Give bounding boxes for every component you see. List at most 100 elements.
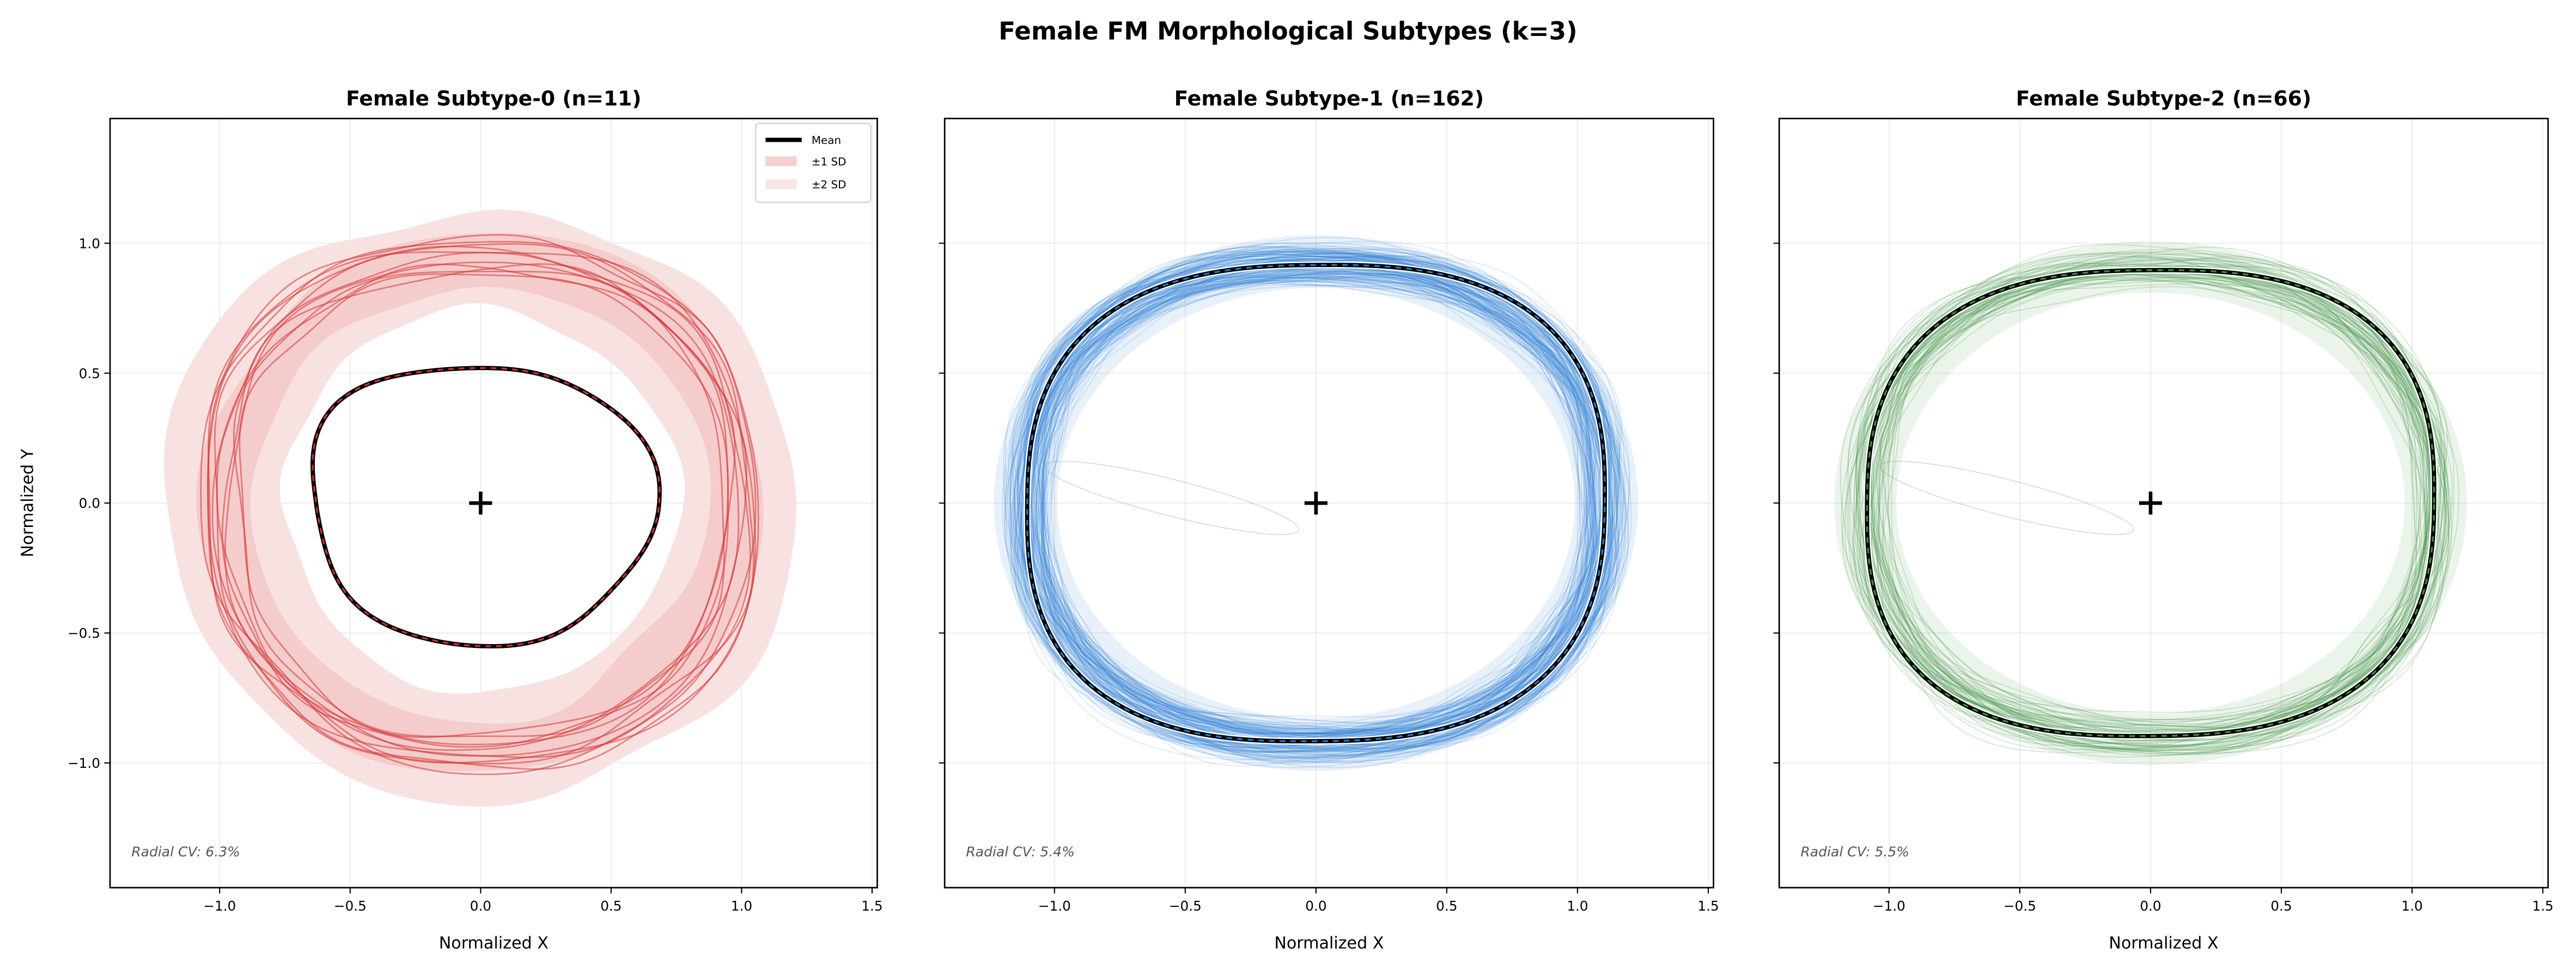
x-tick-label: 1.5 [861, 898, 882, 914]
individual-contour [1043, 277, 1601, 736]
x-tick-label: 0.0 [2140, 898, 2161, 914]
individual-contour [1887, 268, 2417, 722]
x-tick-label: −0.5 [334, 898, 367, 914]
mean-contour-dashes [1026, 264, 1606, 742]
plot-area [1834, 241, 2467, 765]
mean-contour-dashes [1866, 269, 2435, 737]
individual-contour [1009, 240, 1618, 760]
individual-contour [1014, 242, 1630, 762]
individual-contour [1034, 267, 1600, 737]
individual-contour [1012, 256, 1620, 743]
individual-contour [1877, 270, 2439, 735]
individual-contour [1875, 274, 2431, 726]
y-tick-label: 1.0 [79, 235, 100, 251]
outlier-contour [1045, 460, 1300, 535]
legend-label: ±1 SD [812, 155, 847, 168]
y-tick-label: −1.0 [68, 755, 100, 771]
individual-contour [1031, 267, 1608, 741]
individual-contour [1033, 271, 1600, 735]
individual-contour [1858, 248, 2445, 750]
x-tick-label: 1.0 [2401, 898, 2422, 914]
x-tick-label: −0.5 [2003, 898, 2036, 914]
individual-contour [1032, 272, 1599, 733]
individual-contour [1037, 284, 1592, 735]
individual-contour [1035, 266, 1589, 738]
individual-contour [1863, 264, 2430, 742]
individual-contour [1881, 272, 2422, 728]
individual-contour [1841, 259, 2455, 753]
individual-contour [1044, 270, 1583, 739]
subplot-title: Female Subtype-0 (n=11) [346, 86, 641, 110]
figure-title: Female FM Morphological Subtypes (k=3) [998, 17, 1578, 46]
individual-contour [1871, 271, 2432, 739]
radial-cv-annotation: Radial CV: 5.5% [1800, 844, 1909, 860]
individual-contour [1883, 271, 2417, 727]
individual-contour [1009, 256, 1626, 747]
individual-contour [1879, 283, 2430, 729]
individual-contour [1020, 251, 1619, 759]
individual-contour [1037, 278, 1605, 737]
individual-contour [1030, 273, 1591, 734]
individual-contour [1031, 265, 1595, 745]
individual-contour [1036, 264, 1594, 745]
individual-contour [1009, 248, 1620, 757]
x-tick-label: 0.0 [470, 898, 491, 914]
individual-contour [1033, 273, 1601, 733]
individual-contour [1033, 269, 1592, 732]
x-tick-label: 1.0 [731, 898, 752, 914]
individual-contour [1043, 276, 1587, 735]
individual-contour [1870, 276, 2431, 725]
individual-contour [1038, 276, 1596, 735]
individual-contour [1856, 264, 2449, 741]
legend: Mean ±1 SD ±2 SD [755, 123, 872, 203]
individual-contour [1040, 265, 1597, 733]
individual-contour [1016, 258, 1625, 749]
individual-contour [1043, 270, 1585, 735]
individual-contour [1010, 251, 1619, 743]
individual-contour [1867, 273, 2435, 737]
individual-contour [1017, 269, 1588, 746]
radial-cv-annotation: Radial CV: 6.3% [131, 844, 240, 860]
individual-contour [1036, 276, 1596, 732]
x-axis-label: Normalized X [2109, 933, 2218, 953]
individual-contour [1041, 267, 1592, 731]
individual-contour [1031, 265, 1605, 740]
x-tick-label: 1.0 [1567, 898, 1588, 914]
individual-contour [1872, 267, 2428, 737]
individual-contour [1855, 266, 2442, 742]
individual-contour [1044, 280, 1580, 724]
subplot-2: −1.0 −0.5 0.0 0.5 1.0 1.5 Normalized X Female S… [1773, 86, 2554, 953]
individual-contour [1855, 262, 2450, 755]
individual-contour [1038, 274, 1592, 738]
x-tick-label: 0.0 [1305, 898, 1326, 914]
individual-contour [1042, 272, 1586, 728]
individual-contour [1042, 279, 1597, 735]
x-tick-label: 1.5 [1697, 898, 1719, 914]
individual-contour [1020, 256, 1605, 749]
individual-contour [1035, 282, 1588, 742]
individual-contour [1842, 251, 2448, 756]
individual-contour [1864, 270, 2422, 737]
individual-contour [1004, 249, 1630, 753]
individual-contour [1032, 274, 1595, 733]
individual-contour [211, 252, 747, 757]
individual-contour [1015, 246, 1626, 763]
individual-contour [239, 273, 729, 738]
plot-area [163, 209, 796, 807]
individual-contour [1014, 253, 1621, 747]
subplot-0: −1.0 −0.5 0.0 0.5 1.0 1.5 −1.0 −0.5 0.0 0.5 1.0 Nor… [18, 86, 882, 953]
individual-contour [1871, 277, 2427, 730]
subplot-title: Female Subtype-2 (n=66) [2016, 86, 2311, 110]
x-tick-label: 0.5 [600, 898, 622, 914]
individual-contour [1020, 258, 1616, 753]
individual-contour [1038, 270, 1594, 735]
y-tick-label: 0.5 [79, 366, 100, 381]
individual-contour [1032, 259, 1607, 753]
x-tick-label: 1.5 [2532, 898, 2553, 914]
individual-contour [1876, 269, 2430, 736]
individual-contour [1036, 275, 1593, 737]
individual-contour [1029, 275, 1604, 738]
individual-contour [1891, 280, 2427, 726]
mean-contour-dashes [312, 367, 661, 647]
